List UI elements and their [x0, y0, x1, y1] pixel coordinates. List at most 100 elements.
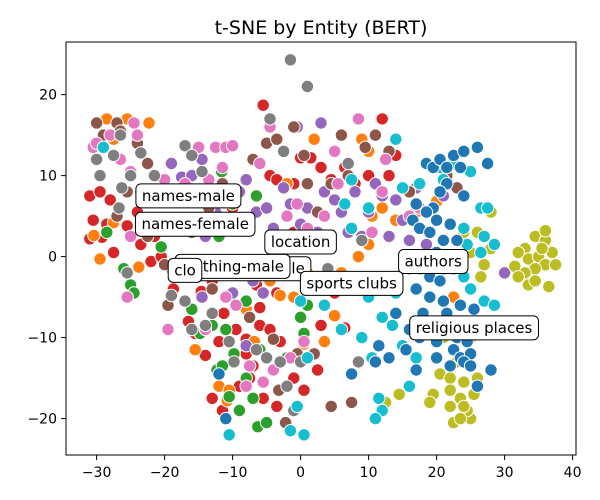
scatter-point-s8-36 [290, 399, 304, 414]
scatter-point-s6-35 [205, 306, 219, 320]
annotation-label: names-female [141, 215, 248, 233]
scatter-point-s6-17 [185, 322, 199, 337]
scatter-point-s0-52 [375, 112, 389, 126]
scatter-point-s9-56 [372, 339, 386, 353]
annotation-label: location [271, 233, 331, 251]
scatter-point-s8-43 [487, 237, 502, 252]
scatter-point-s6-6 [134, 146, 148, 160]
scatter-point-s8-23 [487, 298, 502, 312]
scatter-point-s0-34 [270, 399, 284, 414]
scatter-point-s2-13 [246, 391, 260, 405]
scatter-point-s8-3 [338, 197, 352, 211]
scatter-point-s9-44 [429, 351, 444, 365]
scatter-point-s9-18 [450, 233, 464, 248]
scatter-point-s5-18 [290, 197, 304, 211]
scatter-point-s0-1 [93, 185, 107, 199]
scatter-point-s2-15 [222, 390, 236, 404]
scatter-point-s3-11 [259, 201, 274, 215]
scatter-point-s6-7 [123, 168, 138, 183]
scatter-point-s6-14 [195, 164, 209, 179]
scatter-point-s9-11 [419, 205, 434, 219]
scatter-point-s5-14 [215, 160, 230, 175]
annotation-5: location [264, 229, 337, 255]
scatter-point-s1-5 [87, 228, 101, 243]
scatter-point-s5-17 [280, 209, 294, 223]
scatter-point-s9-43 [443, 359, 457, 373]
scatter-point-s3-13 [276, 181, 291, 195]
scatter-point-s4-15 [270, 132, 284, 146]
scatter-point-s4-17 [297, 148, 311, 163]
scatter-point-s9-17 [443, 217, 457, 231]
scatter-point-s7-28 [443, 371, 457, 385]
scatter-point-s0-36 [297, 383, 311, 397]
scatter-point-s8-33 [222, 428, 236, 442]
scatter-point-s7-15 [542, 279, 556, 294]
scatter-point-s9-30 [436, 294, 451, 308]
scatter-point-s6-32 [351, 355, 366, 369]
annotation-label: sports clubs [306, 274, 397, 292]
scatter-point-s6-13 [185, 148, 199, 163]
scatter-point-s6-19 [222, 334, 236, 349]
scatter-point-s0-29 [205, 391, 219, 405]
scatter-point-s9-42 [463, 359, 478, 373]
annotation-0: names-male [135, 183, 242, 209]
scatter-point-s6-9 [112, 201, 126, 215]
scatter-point-s8-6 [361, 201, 376, 215]
scatter-point-s9-59 [389, 306, 403, 320]
y-tick-label: −20 [27, 412, 57, 428]
scatter-point-s2-17 [259, 415, 274, 430]
scatter-point-s2-27 [293, 310, 308, 324]
scatter-point-s6-31 [341, 156, 355, 171]
scatter-point-s6-30 [355, 233, 369, 248]
scatter-point-s7-44 [392, 387, 406, 401]
scatter-point-s9-7 [453, 160, 468, 175]
scatter-point-s8-1 [334, 322, 349, 337]
scatter-point-s4-5 [140, 156, 155, 171]
scatter-point-s7-11 [535, 241, 549, 256]
scatter-point-s8-0 [96, 140, 111, 155]
scatter-point-s2-10 [219, 322, 233, 337]
scatter-point-s6-34 [178, 294, 192, 308]
scatter-point-s9-65 [480, 156, 495, 171]
scatter-point-s4-35 [344, 395, 359, 410]
scatter-point-s5-35 [256, 375, 270, 389]
scatter-point-s0-3 [86, 213, 100, 227]
scatter-point-s1-35 [307, 132, 321, 146]
scatter-point-s6-22 [259, 351, 274, 365]
annotation-label: names-male [142, 187, 235, 205]
scatter-point-s0-7 [106, 245, 121, 260]
scatter-point-s3-32 [314, 116, 328, 130]
scatter-point-s4-24 [368, 128, 383, 142]
scatter-point-s6-20 [227, 355, 241, 369]
scatter-point-s4-0 [89, 116, 104, 130]
scatter-point-s3-43 [497, 266, 512, 280]
scatter-point-s5-24 [365, 225, 379, 240]
scatter-point-s5-30 [161, 322, 175, 337]
x-tick-label: 10 [360, 465, 378, 481]
annotation-box [264, 229, 337, 255]
scatter-point-s5-12 [225, 139, 240, 153]
scatter-point-s3-28 [389, 193, 403, 207]
annotation-box [409, 315, 539, 341]
scatter-point-s5-25 [375, 185, 389, 199]
scatter-point-s5-34 [242, 359, 257, 373]
scatter-point-s1-3 [142, 116, 156, 130]
annotation-1: names-female [134, 211, 256, 237]
scatter-point-s5-21 [331, 177, 345, 191]
scatter-point-s9-6 [470, 140, 485, 155]
scatter-point-s0-39 [256, 98, 270, 112]
scatter-point-s0-2 [103, 193, 117, 207]
scatter-point-s9-57 [484, 363, 498, 377]
scatter-point-s8-34 [283, 424, 298, 438]
scatter-point-s0-20 [198, 348, 213, 363]
scatter-point-s6-5 [113, 128, 128, 142]
scatter-point-s5-40 [123, 229, 138, 244]
scatter-point-s0-46 [314, 160, 328, 175]
scatter-point-s7-41 [443, 383, 457, 397]
scatter-point-s3-35 [195, 290, 209, 304]
scatter-point-s9-19 [436, 233, 451, 248]
scatter-point-s9-61 [219, 411, 233, 426]
scatter-point-s1-7 [132, 260, 146, 274]
scatter-point-s9-12 [409, 197, 423, 211]
